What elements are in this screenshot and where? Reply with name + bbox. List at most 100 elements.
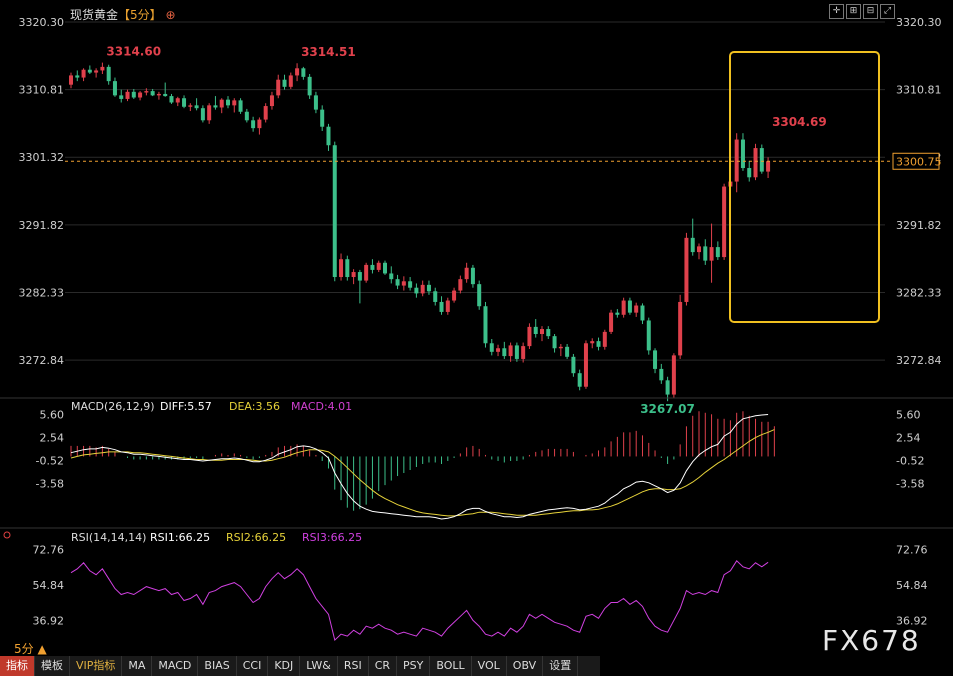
rsi-tick-right: 54.84: [896, 579, 928, 592]
tab-boll[interactable]: BOLL: [430, 656, 472, 676]
candle-body: [313, 95, 318, 110]
price-tick-left: 3291.82: [19, 219, 65, 232]
period-tag[interactable]: 【5分】: [118, 8, 162, 22]
candle-body: [759, 148, 764, 172]
candle-body: [232, 100, 237, 106]
panel-marker-icon: [3, 531, 11, 539]
candle-body: [376, 262, 381, 270]
candle-body: [722, 186, 727, 258]
candle-body: [125, 91, 130, 99]
rsi-tick-left: 54.84: [33, 579, 65, 592]
candle-body: [213, 105, 218, 108]
dea-line: [70, 429, 775, 517]
candle-body: [766, 161, 771, 172]
candle-body: [521, 346, 526, 359]
macd-tick-left: 5.60: [40, 408, 65, 421]
rsi-tick-right: 72.76: [896, 543, 928, 556]
candle-body: [439, 301, 444, 312]
tab-psy[interactable]: PSY: [397, 656, 431, 676]
tab-cci[interactable]: CCI: [237, 656, 269, 676]
candle-body: [577, 373, 582, 387]
period-selector[interactable]: 5分 ▲: [14, 642, 47, 656]
candle-body: [420, 284, 425, 294]
candle-body: [395, 279, 400, 286]
candle-body: [747, 168, 752, 178]
watermark: FX678: [822, 624, 921, 657]
candle-body: [671, 355, 676, 395]
candle-body: [571, 356, 576, 374]
tab-indicators[interactable]: 指标: [0, 656, 35, 676]
tab-templates[interactable]: 模板: [35, 656, 70, 676]
candle-body: [709, 247, 714, 261]
crosshair-icon[interactable]: ✛: [829, 4, 844, 19]
candle-body: [590, 341, 595, 344]
fullscreen-icon[interactable]: ⤢: [880, 4, 895, 19]
candle-body: [445, 300, 450, 312]
candle-body: [508, 345, 513, 357]
tab-vip-indicators[interactable]: VIP指标: [70, 656, 123, 676]
rsi-legend-label: RSI3:66.25: [302, 531, 362, 544]
chart-title: 现货黄金【5分】 ⊕: [70, 6, 176, 23]
candle-body: [408, 281, 413, 288]
macd-tick-right: -0.52: [896, 454, 924, 467]
candle-body: [690, 237, 695, 253]
candle-body: [69, 75, 73, 85]
highlight-box: [729, 51, 880, 323]
rsi-tick-left: 72.76: [33, 543, 65, 556]
candle-body: [207, 105, 212, 121]
macd-tick-right: 2.54: [896, 431, 921, 444]
rsi-legend-label: RSI1:66.25: [150, 531, 210, 544]
candle-body: [251, 120, 256, 129]
tab-macd[interactable]: MACD: [152, 656, 199, 676]
zoom-in-icon[interactable]: ⊞: [846, 4, 861, 19]
tab-ma[interactable]: MA: [122, 656, 153, 676]
candle-body: [144, 91, 149, 93]
candle-body: [332, 145, 337, 278]
tab-obv[interactable]: OBV: [507, 656, 544, 676]
candle-body: [659, 368, 664, 381]
candle-body: [609, 312, 614, 332]
candle-body: [175, 98, 180, 103]
tab-vol[interactable]: VOL: [472, 656, 507, 676]
candle-body: [156, 93, 161, 96]
tab-kdj[interactable]: KDJ: [268, 656, 301, 676]
candle-body: [583, 343, 588, 387]
candle-body: [715, 247, 720, 258]
add-icon[interactable]: ⊕: [165, 8, 176, 22]
tab-rsi[interactable]: RSI: [338, 656, 369, 676]
tab-cr[interactable]: CR: [369, 656, 398, 676]
candle-body: [426, 284, 431, 292]
candle-body: [320, 109, 325, 127]
last-price-box: [892, 152, 940, 170]
candle-body: [697, 246, 701, 253]
candle-body: [464, 267, 469, 280]
candle-body: [269, 95, 274, 107]
symbol-name: 现货黄金: [70, 8, 119, 22]
candle-body: [684, 237, 689, 302]
price-tick-right: 3320.30: [896, 16, 942, 29]
candle-body: [596, 341, 601, 347]
tab-settings[interactable]: 设置: [543, 656, 579, 676]
price-annotation: 3314.51: [301, 45, 356, 59]
price-tick-left: 3272.84: [19, 354, 65, 367]
candle-body: [389, 273, 394, 280]
zoom-out-icon[interactable]: ⊟: [863, 4, 878, 19]
candle-body: [150, 91, 155, 96]
candle-body: [276, 79, 281, 96]
candle-body: [282, 79, 287, 87]
candle-body: [401, 281, 406, 286]
tab-lw[interactable]: LW&: [300, 656, 338, 676]
macd-tick-left: 2.54: [40, 431, 65, 444]
price-tick-left: 3320.30: [19, 16, 65, 29]
candle-body: [301, 68, 306, 77]
macd-legend-label: DIFF:5.57: [160, 400, 212, 413]
candle-body: [295, 68, 300, 76]
candle-body: [653, 350, 658, 369]
price-tick-right: 3272.84: [896, 354, 942, 367]
candle-body: [514, 345, 519, 359]
candle-body: [364, 264, 369, 281]
tab-bias[interactable]: BIAS: [198, 656, 237, 676]
candle-body: [339, 259, 344, 278]
candle-body: [244, 111, 249, 121]
diff-line: [70, 414, 769, 520]
